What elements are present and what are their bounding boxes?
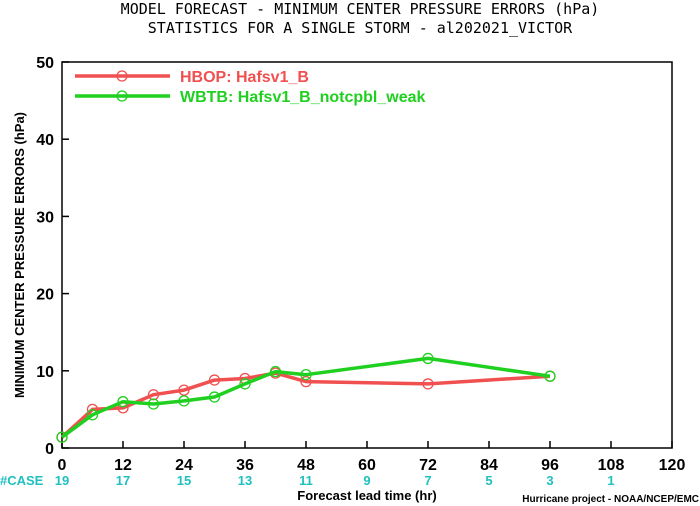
series-point-1 bbox=[147, 389, 160, 401]
legend-label-2: WBTB: Hafsv1_B_notcpbl_weak bbox=[180, 89, 425, 106]
case-count: 13 bbox=[238, 473, 252, 488]
x-tick-label: 84 bbox=[480, 457, 498, 474]
legend: HBOP: Hafsv1_B WBTB: Hafsv1_B_notcpbl_wea… bbox=[75, 69, 425, 106]
series-point-2 bbox=[422, 352, 434, 365]
series-line-2 bbox=[60, 356, 551, 439]
series-point-2 bbox=[147, 398, 160, 410]
legend-marker-2 bbox=[116, 90, 128, 102]
case-count: 1 bbox=[607, 473, 614, 488]
y-tick-label: 40 bbox=[36, 132, 54, 149]
series-point-2 bbox=[86, 409, 99, 421]
case-count: 7 bbox=[424, 473, 431, 488]
case-count: 15 bbox=[177, 473, 191, 488]
y-tick-label: 10 bbox=[36, 364, 54, 381]
x-tick-label: 36 bbox=[236, 457, 254, 474]
y-tick-label: 0 bbox=[45, 441, 54, 458]
x-tick-label: 96 bbox=[541, 457, 559, 474]
case-count: 19 bbox=[55, 473, 69, 488]
case-count: 9 bbox=[363, 473, 370, 488]
y-axis-label: MINIMUM CENTER PRESSURE ERRORS (hPa) bbox=[12, 112, 27, 398]
x-tick-label: 72 bbox=[419, 457, 437, 474]
case-label: #CASE bbox=[0, 473, 44, 488]
legend-marker-1 bbox=[116, 70, 128, 82]
series-point-2 bbox=[117, 396, 129, 408]
series-point-1 bbox=[300, 375, 312, 388]
case-count-row: 19 17 15 13 11 9 7 5 3 1 bbox=[55, 473, 615, 488]
series-point-2 bbox=[239, 378, 251, 390]
series-point-2 bbox=[178, 395, 190, 407]
series-point-2 bbox=[300, 369, 312, 381]
chart-subtitle: STATISTICS FOR A SINGLE STORM - al202021… bbox=[148, 19, 573, 37]
y-tick-label: 50 bbox=[36, 55, 54, 72]
x-axis-label: Forecast lead time (hr) bbox=[297, 488, 436, 503]
x-tick-label: 24 bbox=[175, 457, 193, 474]
series-line-1 bbox=[60, 371, 551, 439]
case-count: 5 bbox=[485, 473, 492, 488]
series-group bbox=[56, 352, 556, 443]
x-axis-ticks: 0 12 24 36 48 60 72 84 96 108 120 bbox=[58, 441, 686, 474]
case-count: 3 bbox=[546, 473, 553, 488]
series-point-2 bbox=[269, 365, 282, 378]
x-tick-label: 60 bbox=[358, 457, 376, 474]
series-point-1 bbox=[208, 374, 221, 386]
x-tick-label: 12 bbox=[114, 457, 132, 474]
credit-text: Hurricane project - NOAA/NCEP/EMC bbox=[522, 494, 699, 505]
x-tick-label: 120 bbox=[659, 457, 686, 474]
y-tick-label: 20 bbox=[36, 287, 54, 304]
y-tick-label: 30 bbox=[36, 209, 54, 226]
case-count: 11 bbox=[299, 473, 313, 488]
series-point-2 bbox=[56, 431, 68, 443]
series-point-2 bbox=[544, 370, 556, 382]
x-tick-label: 48 bbox=[297, 457, 315, 474]
series-point-1 bbox=[422, 378, 434, 390]
series-point-1 bbox=[178, 384, 190, 396]
x-tick-label: 0 bbox=[58, 457, 67, 474]
case-count: 17 bbox=[116, 473, 130, 488]
y-axis-ticks: 0 10 20 30 40 50 bbox=[36, 55, 69, 458]
chart-title: MODEL FORECAST - MINIMUM CENTER PRESSURE… bbox=[121, 0, 600, 18]
legend-label-1: HBOP: Hafsv1_B bbox=[180, 69, 309, 86]
series-point-2 bbox=[208, 391, 221, 403]
x-tick-label: 108 bbox=[598, 457, 625, 474]
